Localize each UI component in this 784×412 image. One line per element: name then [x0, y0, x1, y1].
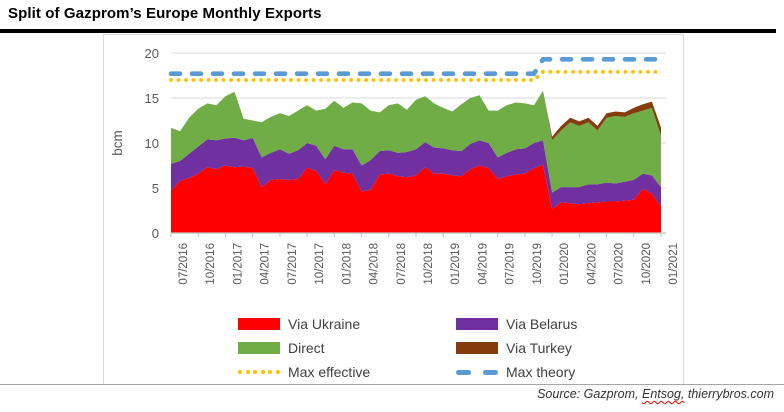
x-tick-label: 01/2020 — [559, 243, 571, 285]
x-tick-label: 10/2020 — [641, 243, 653, 285]
legend-label: Max effective — [288, 364, 371, 380]
x-tick-label: 04/2017 — [260, 243, 272, 285]
chart-frame: 07/2016 10/2016 01/2017 04/2017 07/2017 10/20… — [103, 34, 684, 385]
y-tick-label: 20 — [145, 46, 159, 61]
x-tick-label: 01/2019 — [450, 243, 462, 285]
title-rule — [0, 29, 776, 33]
x-tick-label: 07/2020 — [614, 243, 626, 285]
x-tick-label: 01/2018 — [341, 243, 353, 285]
x-tick-label: 10/2016 — [205, 243, 217, 285]
x-tick-label: 07/2019 — [505, 243, 517, 285]
x-tick-label: 04/2019 — [477, 243, 489, 285]
line-max-theory — [168, 57, 664, 76]
x-tick-label: 01/2017 — [232, 243, 244, 285]
legend-item-direct: Direct — [238, 340, 456, 356]
x-tick-label: 07/2018 — [396, 243, 408, 285]
exports-stacked-area-chart: 07/2016 10/2016 01/2017 04/2017 07/2017 10/20… — [104, 35, 684, 315]
source-note: Source: Gazprom, Entsog, thierrybros.com — [537, 387, 774, 401]
legend-swatch — [238, 370, 280, 374]
source-prefix: Source: Gazprom, — [537, 387, 642, 401]
area-via-belarus — [171, 137, 661, 209]
y-tick-label: 0 — [152, 226, 159, 241]
source-misspelled-word: Entsog, — [642, 387, 685, 401]
line-max-effective — [169, 70, 663, 82]
legend-item-max-effective: Max effective — [238, 364, 456, 380]
y-tick-label: 15 — [145, 91, 159, 106]
y-tick-label: 5 — [152, 181, 159, 196]
x-tick-label: 04/2018 — [369, 243, 381, 285]
x-tick-label: 04/2020 — [586, 243, 598, 285]
legend-item-via-turkey: Via Turkey — [456, 340, 577, 356]
source-suffix: thierrybros.com — [684, 387, 774, 401]
legend-label: Via Belarus — [506, 316, 578, 332]
x-tick-label: 10/2017 — [314, 243, 326, 285]
x-tick-label: 01/2021 — [668, 243, 680, 285]
legend-swatch — [456, 342, 498, 354]
footer-rule — [0, 384, 784, 385]
x-tick-label: 10/2019 — [532, 243, 544, 285]
area-via-ukraine — [171, 164, 661, 233]
legend-swatch — [456, 369, 498, 375]
x-tick-label: 10/2018 — [423, 243, 435, 285]
area-direct — [171, 90, 661, 193]
legend-label: Via Turkey — [506, 340, 572, 356]
legend-swatch — [456, 318, 498, 330]
legend-item-via-belarus: Via Belarus — [456, 316, 577, 332]
x-tick-label: 07/2017 — [287, 243, 299, 285]
legend: Via Ukraine Via Belarus Direct Via Turkey Ma… — [238, 316, 577, 380]
x-tick-label: 07/2016 — [178, 243, 190, 285]
legend-label: Max theory — [506, 364, 576, 380]
page-title: Split of Gazprom’s Europe Monthly Export… — [8, 5, 322, 22]
legend-label: Via Ukraine — [288, 316, 361, 332]
legend-swatch — [238, 318, 280, 330]
legend-swatch — [238, 342, 280, 354]
legend-label: Direct — [288, 340, 325, 356]
y-tick-label: 10 — [145, 136, 159, 151]
legend-item-via-ukraine: Via Ukraine — [238, 316, 456, 332]
legend-item-max-theory: Max theory — [456, 364, 577, 380]
y-axis-title: bcm — [110, 130, 125, 156]
